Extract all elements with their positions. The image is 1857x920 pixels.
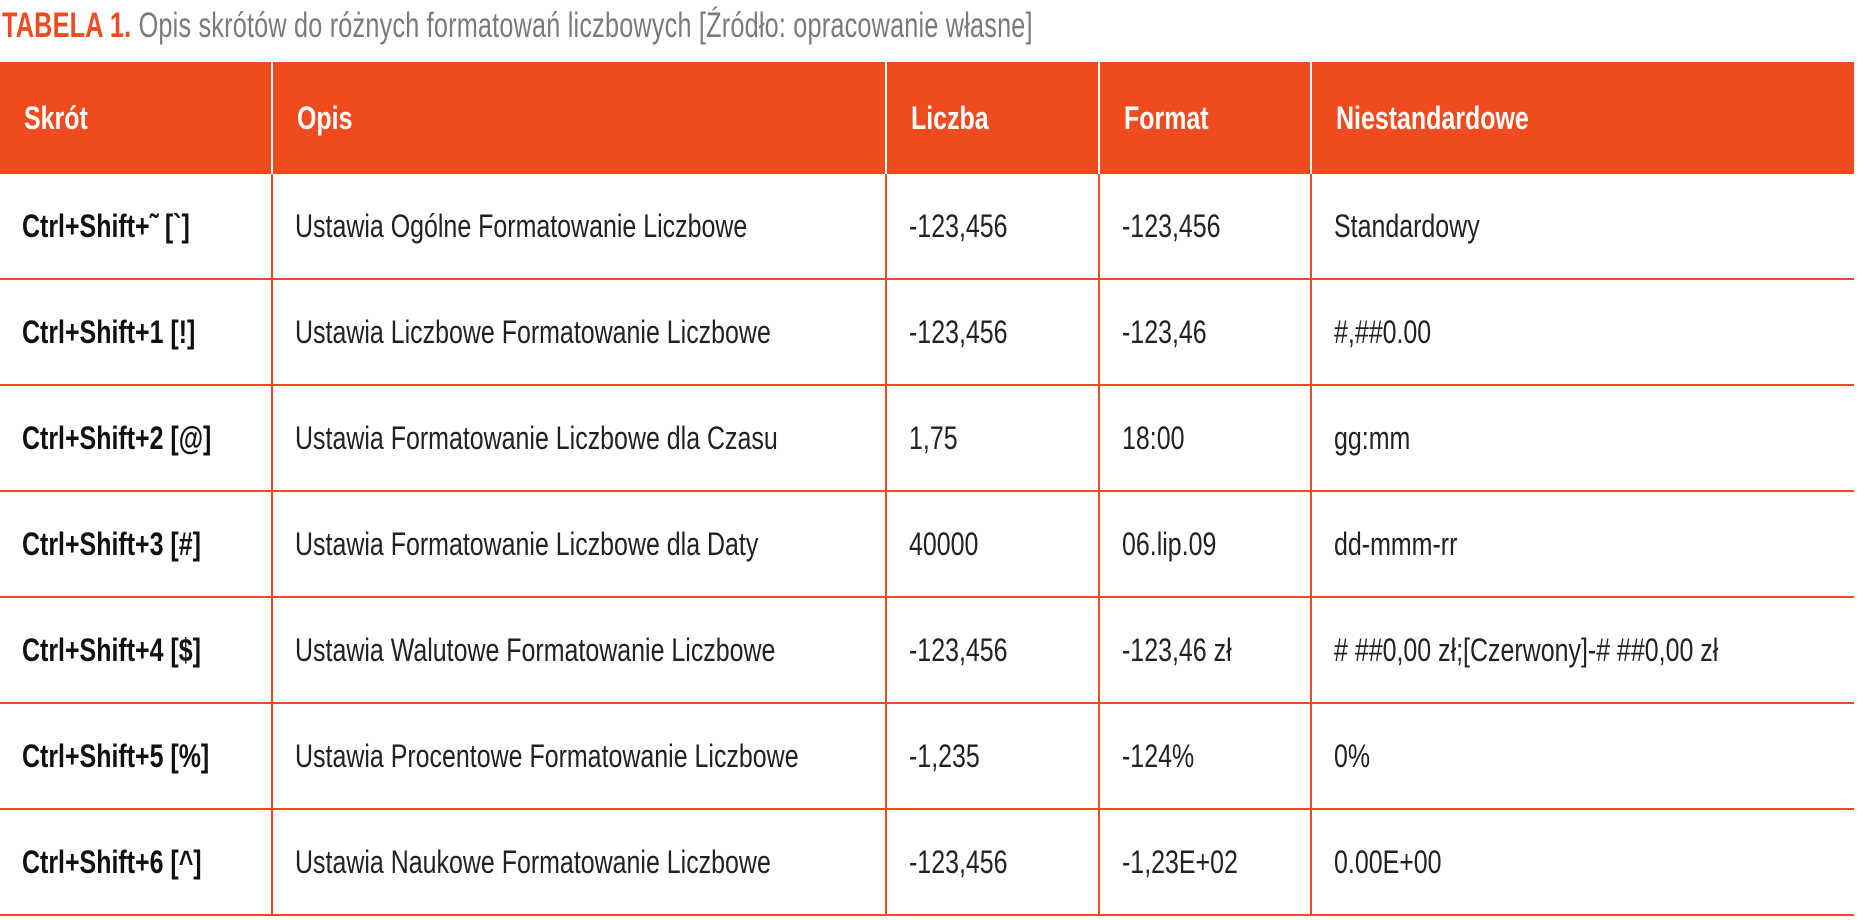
cell-text: -124% xyxy=(1122,737,1195,774)
cell-format: -123,46 xyxy=(1099,279,1312,386)
cell-text: Ctrl+Shift+˜ [`] xyxy=(22,207,190,244)
column-header-label: Opis xyxy=(297,99,353,136)
cell-text: Ustawia Formatowanie Liczbowe dla Czasu xyxy=(295,419,778,456)
column-header-label: Skrót xyxy=(24,99,88,136)
cell-text: Ustawia Walutowe Formatowanie Liczbowe xyxy=(295,631,776,668)
cell-number: -123,456 xyxy=(886,174,1100,280)
cell-number: -123,456 xyxy=(886,279,1100,386)
cell-format: 06.lip.09 xyxy=(1099,491,1312,598)
cell-text: Ustawia Naukowe Formatowanie Liczbowe xyxy=(295,843,771,880)
cell-description: Ustawia Formatowanie Liczbowe dla Daty xyxy=(272,491,887,598)
column-header-custom: Niestandardowe xyxy=(1311,62,1854,174)
cell-text: Standardowy xyxy=(1334,207,1480,244)
cell-text: -123,456 xyxy=(909,631,1008,668)
cell-number: -123,456 xyxy=(886,597,1100,704)
cell-description: Ustawia Naukowe Formatowanie Liczbowe xyxy=(272,809,887,916)
cell-custom: gg:mm xyxy=(1311,385,1854,492)
cell-text: 1,75 xyxy=(909,419,958,456)
cell-description: Ustawia Liczbowe Formatowanie Liczbowe xyxy=(272,279,887,386)
cell-shortcut: Ctrl+Shift+1 [!] xyxy=(0,279,273,386)
cell-text: -123,46 zł xyxy=(1122,631,1232,668)
cell-format: -123,46 zł xyxy=(1099,597,1312,704)
table-row: Ctrl+Shift+4 [$] Ustawia Walutowe Formato… xyxy=(0,597,1854,704)
cell-shortcut: Ctrl+Shift+5 [%] xyxy=(0,703,273,810)
cell-text: 06.lip.09 xyxy=(1122,525,1217,562)
cell-number: 1,75 xyxy=(886,385,1100,492)
cell-text: # ##0,00 zł;[Czerwony]-# ##0,00 zł xyxy=(1334,631,1719,668)
shortcuts-table: Skrót Opis Liczba Format Niestandardowe Ctrl… xyxy=(0,62,1854,916)
cell-shortcut: Ctrl+Shift+˜ [`] xyxy=(0,174,273,280)
cell-format: 18:00 xyxy=(1099,385,1312,492)
cell-text: Ustawia Liczbowe Formatowanie Liczbowe xyxy=(295,313,771,350)
column-header-label: Niestandardowe xyxy=(1336,99,1529,136)
cell-shortcut: Ctrl+Shift+2 [@] xyxy=(0,385,273,492)
cell-shortcut: Ctrl+Shift+3 [#] xyxy=(0,491,273,598)
cell-description: Ustawia Formatowanie Liczbowe dla Czasu xyxy=(272,385,887,492)
header-row: Skrót Opis Liczba Format Niestandardowe xyxy=(0,62,1854,174)
cell-text: -123,456 xyxy=(909,207,1008,244)
table-row: Ctrl+Shift+3 [#] Ustawia Formatowanie Lic… xyxy=(0,491,1854,598)
table-row: Ctrl+Shift+1 [!] Ustawia Liczbowe Formato… xyxy=(0,279,1854,386)
cell-text: -1,23E+02 xyxy=(1122,843,1238,880)
column-header-format: Format xyxy=(1099,62,1312,174)
cell-shortcut: Ctrl+Shift+6 [^] xyxy=(0,809,273,916)
column-header-number: Liczba xyxy=(886,62,1100,174)
cell-number: -123,456 xyxy=(886,809,1100,916)
cell-text: gg:mm xyxy=(1334,419,1411,456)
table-caption: TABELA 1. Opis skrótów do różnych format… xyxy=(2,6,1033,46)
cell-text: -123,456 xyxy=(909,843,1008,880)
cell-number: -1,235 xyxy=(886,703,1100,810)
table-row: Ctrl+Shift+˜ [`] Ustawia Ogólne Formatowa… xyxy=(0,174,1854,280)
cell-custom: Standardowy xyxy=(1311,174,1854,280)
cell-custom: #,##0.00 xyxy=(1311,279,1854,386)
cell-text: Ustawia Formatowanie Liczbowe dla Daty xyxy=(295,525,759,562)
cell-custom: 0% xyxy=(1311,703,1854,810)
cell-number: 40000 xyxy=(886,491,1100,598)
cell-text: -123,456 xyxy=(1122,207,1221,244)
cell-text: -123,46 xyxy=(1122,313,1207,350)
cell-text: #,##0.00 xyxy=(1334,313,1432,350)
table-row: Ctrl+Shift+6 [^] Ustawia Naukowe Formatow… xyxy=(0,809,1854,916)
cell-text: 40000 xyxy=(909,525,979,562)
column-header-shortcut: Skrót xyxy=(0,62,273,174)
cell-text: Ctrl+Shift+3 [#] xyxy=(22,525,201,562)
cell-text: Ctrl+Shift+4 [$] xyxy=(22,631,201,668)
cell-custom: 0.00E+00 xyxy=(1311,809,1854,916)
cell-custom: # ##0,00 zł;[Czerwony]-# ##0,00 zł xyxy=(1311,597,1854,704)
cell-description: Ustawia Ogólne Formatowanie Liczbowe xyxy=(272,174,887,280)
column-header-description: Opis xyxy=(272,62,887,174)
cell-text: -1,235 xyxy=(909,737,980,774)
cell-text: Ustawia Procentowe Formatowanie Liczbowe xyxy=(295,737,799,774)
cell-format: -1,23E+02 xyxy=(1099,809,1312,916)
table-row: Ctrl+Shift+2 [@] Ustawia Formatowanie Lic… xyxy=(0,385,1854,492)
cell-text: 0% xyxy=(1334,737,1371,774)
table-row: Ctrl+Shift+5 [%] Ustawia Procentowe Forma… xyxy=(0,703,1854,810)
cell-text: Ctrl+Shift+6 [^] xyxy=(22,843,202,880)
cell-format: -124% xyxy=(1099,703,1312,810)
cell-text: Ctrl+Shift+2 [@] xyxy=(22,419,212,456)
cell-text: 0.00E+00 xyxy=(1334,843,1442,880)
column-header-label: Liczba xyxy=(911,99,989,136)
cell-text: Ctrl+Shift+1 [!] xyxy=(22,313,196,350)
cell-description: Ustawia Procentowe Formatowanie Liczbowe xyxy=(272,703,887,810)
caption-label: TABELA 1. xyxy=(2,6,132,45)
cell-text: 18:00 xyxy=(1122,419,1185,456)
cell-shortcut: Ctrl+Shift+4 [$] xyxy=(0,597,273,704)
caption-text: Opis skrótów do różnych formatowań liczb… xyxy=(138,6,1033,45)
cell-text: Ctrl+Shift+5 [%] xyxy=(22,737,210,774)
cell-text: -123,456 xyxy=(909,313,1008,350)
cell-text: dd-mmm-rr xyxy=(1334,525,1458,562)
column-header-label: Format xyxy=(1124,99,1209,136)
cell-custom: dd-mmm-rr xyxy=(1311,491,1854,598)
cell-text: Ustawia Ogólne Formatowanie Liczbowe xyxy=(295,207,748,244)
cell-description: Ustawia Walutowe Formatowanie Liczbowe xyxy=(272,597,887,704)
cell-format: -123,456 xyxy=(1099,174,1312,280)
